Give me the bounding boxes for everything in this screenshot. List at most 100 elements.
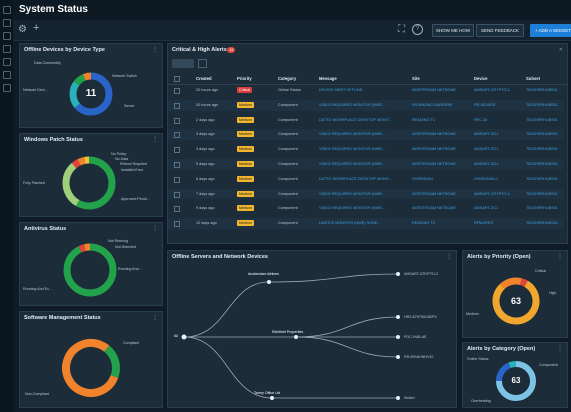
widget-menu-icon[interactable]: ⋮ — [152, 315, 158, 321]
tree-device-label[interactable]: POC-HUB-AE — [404, 335, 427, 339]
reports-icon[interactable] — [2, 58, 11, 66]
close-icon[interactable]: ✕ — [558, 47, 563, 53]
row-checkbox[interactable] — [174, 176, 180, 183]
cell-site-link[interactable]: AMSTERDAM NETBOAR — [412, 88, 456, 92]
add-widget-button[interactable]: + ADD A WIDGET — [530, 24, 571, 37]
tree-device-label[interactable]: HRS-67979UU80PX — [404, 315, 437, 319]
tree-site-label[interactable]: Tarmy Office Ltd — [254, 391, 281, 395]
cell-device-link[interactable]: AMSART-DC1 — [474, 206, 499, 211]
table-row[interactable]: 10 days ago Medium Component LIBSTLE MONITO… — [168, 218, 563, 229]
cell-site-link[interactable]: AMSTERDAM NETBOAR — [412, 162, 456, 166]
add-icon[interactable]: + — [33, 22, 40, 34]
cell-subset-link[interactable]: TIDGERRHUBS01 — [526, 88, 558, 92]
cell-subset-link[interactable]: TIDGERRHUBS01 — [526, 162, 558, 166]
cell-message-link[interactable]: DATTO WORKPLACE DESKTOP MONIT... — [319, 117, 392, 122]
cell-device-link[interactable]: RFMORES — [474, 221, 493, 226]
cell-subset-link[interactable]: TIDGERRHUBS01 — [526, 102, 558, 107]
table-row[interactable]: 3 days ago Medium Component VIDEO REQUIRED … — [168, 129, 563, 141]
help-icon[interactable] — [2, 84, 11, 92]
row-checkbox[interactable] — [174, 88, 180, 94]
row-checkbox[interactable] — [174, 117, 180, 124]
dashboard-icon[interactable] — [2, 6, 11, 14]
cell-device-link[interactable]: HYBRIDIAN-1 — [474, 176, 499, 181]
show-me-how-button[interactable]: SHOW ME HOW — [432, 24, 474, 37]
table-row[interactable]: 20 hours ago Critical Online Status DEVICE … — [168, 85, 563, 96]
gear-icon[interactable]: ⚙ — [18, 24, 27, 35]
widget-menu-icon[interactable]: ⋮ — [152, 226, 158, 232]
cell-subset-link[interactable]: TIDGERRHUBS01 — [526, 206, 558, 211]
cell-device-link[interactable]: AMSART-DC1 — [474, 132, 499, 137]
cell-subset-link[interactable]: TIDGERRHUBS01 — [526, 221, 558, 226]
cell-site-link[interactable]: AMSTERDAM NETBOAR — [412, 191, 456, 196]
cell-site-link[interactable]: READING TC — [412, 117, 436, 122]
column-header[interactable]: Device — [474, 76, 488, 81]
cell-message-link[interactable]: VIDEO REQUIRED MONITOR (NWE... — [319, 191, 386, 196]
table-row[interactable]: 2 days ago Medium Component DATTO WORKPLACE… — [168, 114, 563, 126]
cell-site-link[interactable]: HYBRIDIAN — [412, 176, 433, 181]
cell-subset-link[interactable]: TIDGERRHUBS01 — [526, 132, 558, 137]
column-header[interactable]: Created — [196, 76, 212, 81]
cell-message-link[interactable]: DEVICE WENT OFFLINE — [319, 88, 363, 92]
cell-site-link[interactable]: AMSTERDAM NETBOAR — [412, 132, 456, 137]
cell-subset-link[interactable]: TIDGERRHUBS01 — [526, 176, 558, 181]
help-circle-icon[interactable]: ? — [412, 24, 423, 35]
cell-message-link[interactable]: DATTO WORKPLACE DESKTOP MONIT... — [319, 176, 392, 181]
row-checkbox[interactable] — [174, 206, 180, 213]
cell-device-link[interactable]: RR-NOVATE — [474, 102, 496, 107]
row-checkbox[interactable] — [174, 132, 180, 139]
widget-menu-icon[interactable]: ⋮ — [152, 47, 158, 53]
cell-device-link[interactable]: RFC-30 — [474, 117, 488, 122]
column-header[interactable]: Priority — [237, 76, 252, 81]
bulk-action-button[interactable] — [172, 59, 194, 68]
column-header[interactable]: Site — [412, 76, 420, 81]
widget-menu-icon[interactable]: ⋮ — [557, 254, 563, 260]
cell-site-link[interactable]: RICHMOND GARDENE — [412, 102, 453, 107]
tree-device-label[interactable]: RR-99SAHNHV10 — [404, 355, 434, 359]
cell-subset-link[interactable]: TIDGERRHUBS01 — [526, 191, 558, 196]
cell-device-link[interactable]: AMSART-CRYPTO-1 — [474, 88, 510, 92]
cell-message-link[interactable]: LIBSTLE MONITOR (NWE) SONE... — [319, 221, 381, 226]
send-feedback-button[interactable]: SEND FEEDBACK — [476, 24, 524, 37]
filter-icon[interactable] — [198, 59, 207, 68]
table-row[interactable]: 5 days ago Medium Component VIDEO REQUIRED … — [168, 159, 563, 170]
cell-message-link[interactable]: VIDEO REQUIRED MONITOR (NWE... — [319, 162, 386, 166]
cell-device-link[interactable]: AMSART-DC1 — [474, 162, 499, 166]
row-checkbox[interactable] — [174, 102, 180, 109]
widget-menu-icon[interactable]: ⋮ — [152, 137, 158, 143]
cell-subset-link[interactable]: TIDGERRHUBS01 — [526, 147, 558, 152]
tree-device-label[interactable]: Switch — [404, 396, 415, 400]
select-all-checkbox[interactable] — [174, 76, 180, 82]
table-row[interactable]: 20 hours ago Medium Component VIDEO REQUIRE… — [168, 99, 563, 111]
cell-message-link[interactable]: VIDEO REQUIRED MONITOR (NWE... — [319, 206, 386, 211]
alerts-icon[interactable] — [2, 45, 11, 53]
cell-message-link[interactable]: VIDEO REQUIRED MONITOR (NWE... — [319, 102, 386, 107]
settings-icon[interactable] — [2, 71, 11, 79]
column-header[interactable]: Category — [278, 76, 297, 81]
table-row[interactable]: 3 days ago Medium Component VIDEO REQUIRED … — [168, 144, 563, 155]
tree-device-label[interactable]: AMSART-CRYPTO-2 — [404, 272, 438, 276]
row-checkbox[interactable] — [174, 147, 180, 154]
cell-site-link[interactable]: AMSTERDAM NETBOAR — [412, 206, 456, 211]
cell-message-link[interactable]: VIDEO REQUIRED MONITOR (NWE... — [319, 132, 386, 137]
tree-site-label[interactable]: Richfield Properties — [272, 330, 304, 334]
row-checkbox[interactable] — [174, 162, 180, 168]
widget-menu-icon[interactable]: ⋮ — [557, 346, 563, 352]
sites-icon[interactable] — [2, 32, 11, 40]
fullscreen-icon[interactable]: ⛶ — [398, 24, 405, 35]
row-checkbox[interactable] — [174, 191, 180, 198]
column-header[interactable]: Message — [319, 76, 337, 81]
cell-device-link[interactable]: AMSART-CRYPTO-1 — [474, 191, 510, 196]
cell-site-link[interactable]: READING TC — [412, 221, 436, 226]
cell-subset-link[interactable]: TIDGERRHUBS01 — [526, 117, 558, 122]
table-row[interactable]: 9 days ago Medium Component VIDEO REQUIRED … — [168, 203, 563, 215]
widget-menu-icon[interactable]: ⋮ — [446, 254, 452, 260]
column-header[interactable]: Subset — [526, 76, 540, 81]
row-checkbox[interactable] — [174, 221, 180, 228]
table-row[interactable]: 7 days ago Medium Component VIDEO REQUIRED … — [168, 188, 563, 200]
cell-message-link[interactable]: VIDEO REQUIRED MONITOR (NWE... — [319, 147, 386, 152]
cell-device-link[interactable]: AMSART-DC1 — [474, 147, 499, 152]
tree-site-label[interactable]: Amsterdam Airlines — [248, 272, 279, 276]
cell-site-link[interactable]: AMSTERDAM NETBOAR — [412, 147, 456, 152]
devices-icon[interactable] — [2, 19, 11, 27]
table-row[interactable]: 6 days ago Medium Component DATTO WORKPLACE… — [168, 173, 563, 185]
